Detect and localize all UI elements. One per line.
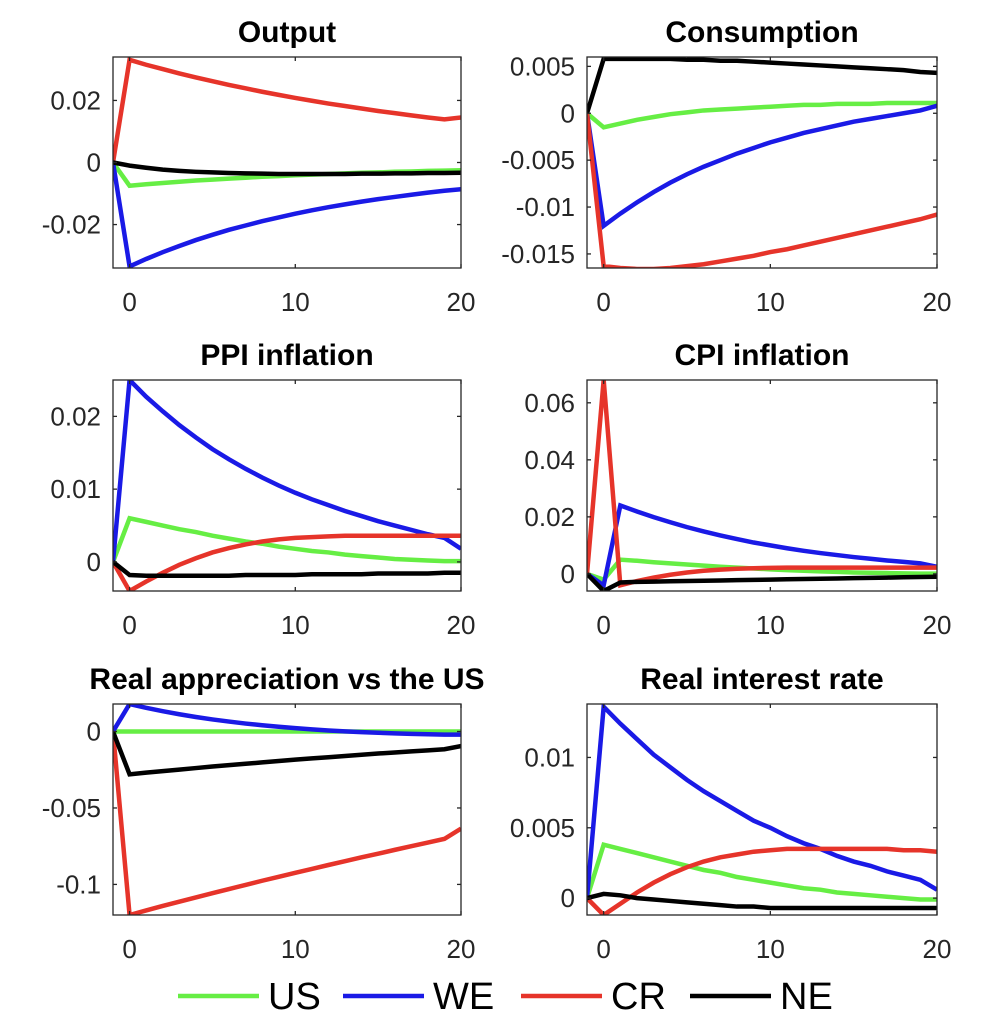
y-tick-label: -0.005 xyxy=(501,145,575,175)
x-tick-label: 0 xyxy=(122,287,136,317)
y-tick-label: 0.02 xyxy=(50,85,101,115)
y-tick-label: 0.005 xyxy=(510,51,575,81)
x-tick-label: 0 xyxy=(122,610,136,640)
axes-frame xyxy=(112,703,462,916)
series-line-ne xyxy=(587,57,937,114)
legend-label: US xyxy=(268,976,321,1018)
series-line-ne xyxy=(113,160,461,177)
series-line-we xyxy=(587,103,937,230)
panel-title: Output xyxy=(238,16,336,49)
y-tick-label: 0.06 xyxy=(524,388,575,418)
y-tick-label: 0 xyxy=(87,547,101,577)
y-tick-label: 0 xyxy=(561,98,575,128)
series-line-cr xyxy=(113,731,461,915)
series-group xyxy=(587,57,937,268)
axes-frame xyxy=(586,56,938,269)
panels-group: Output 0 10 20 -0.02 0 0.02 Consumption 0 10 20 -0.… xyxy=(42,16,952,964)
axes-frame xyxy=(112,56,462,269)
panel-title: Real interest rate xyxy=(640,663,883,696)
y-tick-label: 0.01 xyxy=(524,742,575,772)
y-tick-label: 0.04 xyxy=(524,445,575,475)
series-line-cr xyxy=(113,57,461,163)
x-tick-label: 10 xyxy=(756,934,785,964)
axes-frame xyxy=(586,703,938,916)
panel-real-appreciation-vs-the-us: Real appreciation vs the US 0 10 20 -0.1 -0.0… xyxy=(42,663,485,964)
series-line-ne xyxy=(113,730,461,777)
legend-label: CR xyxy=(611,976,666,1018)
panel-real-interest-rate: Real interest rate 0 10 20 0 0.005 0.01 xyxy=(510,663,952,964)
series-group xyxy=(587,380,937,591)
panel-consumption: Consumption 0 10 20 -0.015 -0.01 -0.005 0 0.005 xyxy=(501,16,951,317)
legend-item-cr: CR xyxy=(521,976,666,1018)
panel-title: PPI inflation xyxy=(200,339,373,372)
x-tick-label: 20 xyxy=(447,934,476,964)
axes-frame xyxy=(112,379,462,592)
series-line-cr xyxy=(113,533,461,591)
series-line-we xyxy=(113,162,461,268)
legend-label: WE xyxy=(433,976,494,1018)
x-tick-label: 0 xyxy=(596,610,610,640)
series-line-ne xyxy=(587,891,937,911)
y-tick-label: -0.1 xyxy=(56,869,101,899)
x-tick-label: 10 xyxy=(281,287,310,317)
panel-cpi-inflation: CPI inflation 0 10 20 0 0.02 0.04 0.06 xyxy=(524,339,951,640)
series-line-us xyxy=(113,515,461,564)
y-tick-label: 0.02 xyxy=(524,502,575,532)
x-tick-label: 20 xyxy=(923,934,952,964)
series-line-cr xyxy=(587,113,937,268)
y-tick-label: 0.005 xyxy=(510,813,575,843)
x-tick-label: 20 xyxy=(447,610,476,640)
panel-title: Consumption xyxy=(665,16,858,49)
x-tick-label: 10 xyxy=(281,934,310,964)
panel-title: CPI inflation xyxy=(675,339,850,372)
x-tick-label: 20 xyxy=(923,287,952,317)
y-tick-label: 0.02 xyxy=(50,401,101,431)
y-tick-label: -0.01 xyxy=(516,192,575,222)
series-line-us xyxy=(587,100,937,130)
y-tick-label: 0 xyxy=(561,559,575,589)
series-line-ne xyxy=(587,572,937,591)
series-line-we xyxy=(587,704,937,899)
series-line-we xyxy=(587,502,937,590)
x-tick-label: 20 xyxy=(923,610,952,640)
x-tick-label: 0 xyxy=(596,934,610,964)
series-line-ne xyxy=(113,560,461,578)
axes-frame xyxy=(586,379,938,592)
series-group xyxy=(113,57,461,268)
series-line-cr xyxy=(587,846,937,915)
series-line-we xyxy=(113,704,461,737)
y-tick-label: -0.02 xyxy=(42,210,101,240)
y-tick-label: 0 xyxy=(561,883,575,913)
x-tick-label: 10 xyxy=(756,610,785,640)
series-group xyxy=(113,704,461,915)
x-tick-label: 20 xyxy=(447,287,476,317)
series-line-cr xyxy=(587,380,937,589)
panel-title: Real appreciation vs the US xyxy=(89,663,484,696)
x-tick-label: 0 xyxy=(596,287,610,317)
series-group xyxy=(113,380,461,591)
x-tick-label: 10 xyxy=(281,610,310,640)
y-tick-label: 0 xyxy=(87,148,101,178)
x-tick-label: 10 xyxy=(756,287,785,317)
legend: US WE CR NE xyxy=(178,976,833,1018)
x-tick-label: 0 xyxy=(122,934,136,964)
series-line-we xyxy=(113,380,461,563)
legend-label: NE xyxy=(780,976,833,1018)
legend-item-we: WE xyxy=(343,976,494,1018)
y-tick-label: -0.05 xyxy=(42,793,101,823)
legend-item-us: US xyxy=(178,976,321,1018)
y-tick-label: -0.015 xyxy=(501,239,575,269)
series-line-us xyxy=(587,841,937,902)
panel-ppi-inflation: PPI inflation 0 10 20 0 0.01 0.02 xyxy=(50,339,475,640)
panel-output: Output 0 10 20 -0.02 0 0.02 xyxy=(42,16,476,317)
y-tick-label: 0 xyxy=(87,717,101,747)
series-group xyxy=(587,704,937,915)
legend-item-ne: NE xyxy=(690,976,833,1018)
y-tick-label: 0.01 xyxy=(50,474,101,504)
